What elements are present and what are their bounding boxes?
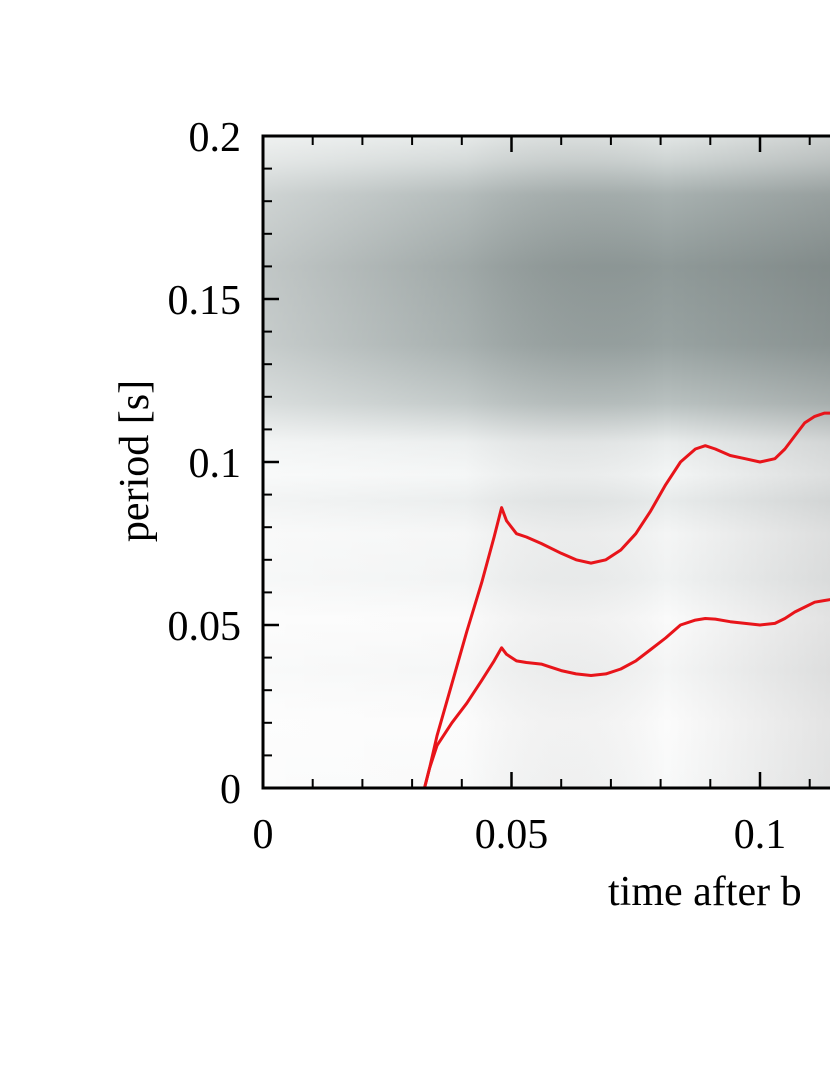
x-tick-label: 0.05 [475, 812, 549, 858]
x-axis-label: time after b [608, 869, 802, 915]
x-tick-label: 0.1 [734, 812, 787, 858]
y-tick-label: 0.05 [168, 604, 242, 650]
y-tick-label: 0 [220, 767, 241, 813]
y-tick-label: 0.1 [189, 441, 242, 487]
y-tick-label: 0.15 [168, 278, 242, 324]
x-tick-label: 0 [253, 812, 274, 858]
y-tick-label: 0.2 [189, 115, 242, 161]
heatmap-shading [263, 136, 830, 788]
y-axis-label: period [s] [112, 380, 158, 542]
